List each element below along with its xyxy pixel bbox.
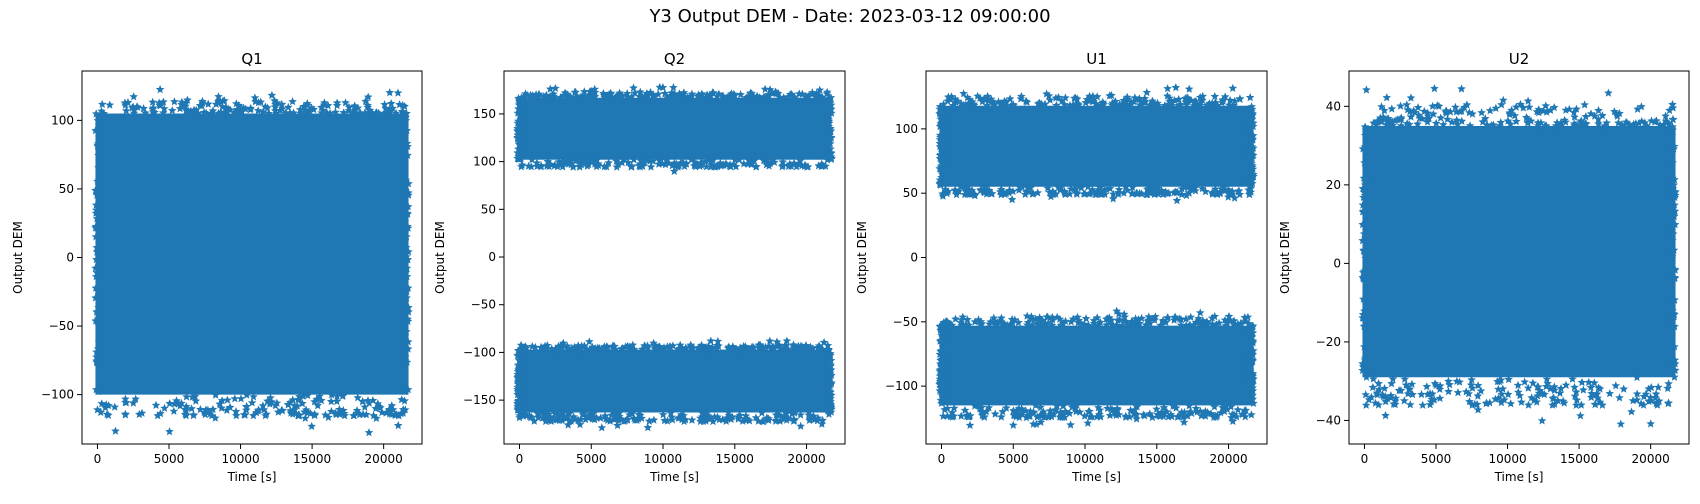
y-tick-label: −50: [893, 315, 918, 329]
scatter-series: [1358, 84, 1680, 428]
y-tick-label: 40: [1326, 99, 1341, 113]
y-axis-label: Output DEM: [11, 221, 25, 294]
axes-frame: [1348, 70, 1690, 445]
y-tick-label: −100: [41, 388, 74, 402]
y-tick-label: 50: [903, 186, 918, 200]
subplot-u2: 0 5000 10000 15000 20000 −40 −20 0 20 40 U2 Time [s…: [1278, 50, 1690, 484]
subplot-title: U1: [1086, 50, 1107, 68]
x-tick-label: 5000: [154, 452, 185, 466]
x-tick-label: 0: [938, 452, 946, 466]
data-points-edge: [516, 340, 833, 354]
x-tick-label: 15000: [1138, 452, 1176, 466]
y-tick-label: −40: [1316, 413, 1341, 427]
x-tick-label: 20000: [1632, 452, 1670, 466]
x-tick-label: 5000: [998, 452, 1029, 466]
y-tick-label: 0: [1333, 256, 1341, 270]
x-tick-label: 5000: [1421, 452, 1452, 466]
data-points-edge: [518, 87, 832, 102]
y-tick-label: 150: [473, 107, 496, 121]
y-tick-label: 50: [481, 202, 496, 216]
x-tick-label: 0: [1361, 452, 1369, 466]
data-points-edge: [1369, 99, 1678, 130]
y-axis-label: Output DEM: [855, 221, 869, 294]
x-tick-label: 10000: [1488, 452, 1526, 466]
x-axis-label: Time [s]: [649, 470, 699, 484]
x-tick-label: 15000: [1560, 452, 1598, 466]
x-tick-label: 5000: [576, 452, 607, 466]
y-tick-label: −50: [471, 298, 496, 312]
x-axis-label: Time [s]: [1494, 470, 1544, 484]
data-points-edge: [97, 95, 411, 118]
y-tick-label: 0: [910, 251, 918, 265]
scatter-series: [513, 82, 836, 432]
data-band-core: [939, 105, 1254, 187]
scatter-series: [91, 85, 413, 437]
y-axis-label: Output DEM: [1278, 221, 1292, 294]
y-tick-label: 50: [59, 182, 74, 196]
x-tick-label: 15000: [293, 452, 331, 466]
subplot-title: Q1: [241, 50, 262, 68]
y-tick-label: −100: [463, 345, 496, 359]
data-points-edge: [939, 312, 1254, 330]
x-tick-label: 10000: [1066, 452, 1104, 466]
x-tick-label: 15000: [716, 452, 754, 466]
x-tick-label: 10000: [644, 452, 682, 466]
x-axis-label: Time [s]: [1071, 470, 1121, 484]
data-band-core: [939, 325, 1254, 406]
data-points-edge: [939, 400, 1256, 422]
y-tick-label: 20: [1326, 178, 1341, 192]
data-points-edge: [939, 90, 1255, 110]
x-tick-label: 20000: [365, 452, 403, 466]
data-points-edge: [515, 408, 834, 426]
x-tick-label: 20000: [787, 452, 825, 466]
y-tick-label: −50: [49, 319, 74, 333]
x-tick-label: 0: [94, 452, 102, 466]
subplot-q1: 0 5000 10000 15000 20000 −100 −50 0 50 100 Q1 Time …: [11, 50, 423, 484]
scatter-series: [935, 83, 1258, 429]
x-tick-label: 10000: [221, 452, 259, 466]
figure-title: Y3 Output DEM - Date: 2023-03-12 09:00:0…: [649, 6, 1051, 27]
subplot-u1: 0 5000 10000 15000 20000 −100 −50 0 50 100 U1 Time …: [855, 50, 1268, 484]
data-points-edge: [517, 155, 832, 171]
subplot-title: U2: [1509, 50, 1530, 68]
x-tick-label: 20000: [1209, 452, 1247, 466]
data-band-core: [517, 97, 832, 160]
x-tick-label: 0: [516, 452, 524, 466]
y-tick-label: 100: [895, 122, 918, 136]
y-tick-label: −20: [1316, 335, 1341, 349]
subplot-title: Q2: [664, 50, 685, 68]
subplot-q2: 0 5000 10000 15000 20000 −150 −100 −50 0 50 100 150…: [433, 50, 846, 484]
x-axis-label: Time [s]: [227, 470, 277, 484]
y-tick-label: −150: [463, 393, 496, 407]
y-axis-label: Output DEM: [433, 221, 447, 294]
y-tick-label: −100: [885, 379, 918, 393]
data-points-edge: [93, 390, 410, 420]
y-tick-label: 100: [473, 155, 496, 169]
data-band-core: [95, 113, 409, 395]
y-tick-label: 100: [51, 113, 74, 127]
y-tick-label: 0: [66, 251, 74, 265]
y-tick-label: 0: [488, 250, 496, 264]
data-band-core: [517, 349, 832, 413]
data-band-core: [1362, 125, 1676, 378]
data-points-edge: [1361, 373, 1673, 409]
